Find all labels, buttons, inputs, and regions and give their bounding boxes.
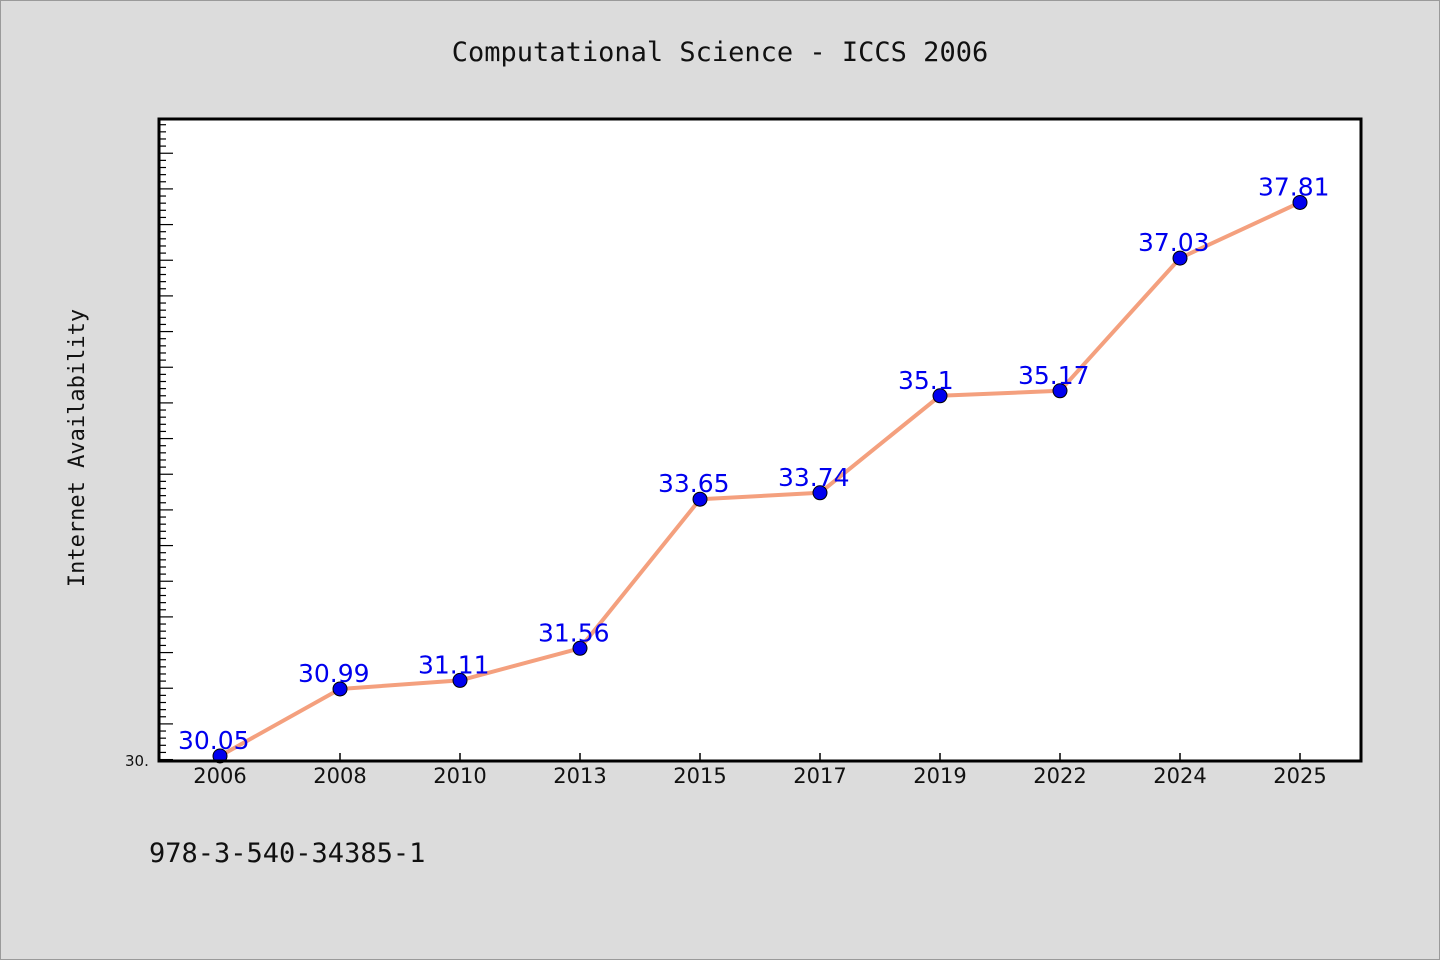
plot-border xyxy=(157,117,1363,763)
data-label: 30.05 xyxy=(178,726,250,755)
data-point xyxy=(452,672,468,688)
x-tick-label: 2010 xyxy=(433,764,486,788)
data-label: 30.99 xyxy=(298,659,370,688)
chart-title: Computational Science - ICCS 2006 xyxy=(452,37,988,68)
x-tick-label: 2017 xyxy=(793,764,846,788)
data-label: 37.03 xyxy=(1138,228,1210,257)
x-tick-label: 2022 xyxy=(1033,764,1086,788)
data-point xyxy=(1292,194,1308,210)
plot-area xyxy=(159,119,1361,761)
data-points xyxy=(212,194,1308,764)
isbn-footer: 978-3-540-34385-1 xyxy=(149,838,425,869)
x-tick-label: 2024 xyxy=(1153,764,1206,788)
data-label: 33.74 xyxy=(778,463,850,492)
data-point xyxy=(692,491,708,507)
data-point xyxy=(332,681,348,697)
data-labels: 30.05 30.99 31.11 31.56 33.65 33.74 35.1 35.17 3… xyxy=(178,172,1330,755)
y-axis-label: Internet Availability xyxy=(65,309,90,587)
data-label: 33.65 xyxy=(658,469,730,498)
x-tick-label: 2006 xyxy=(193,764,246,788)
x-tick-label: 2019 xyxy=(913,764,966,788)
data-point xyxy=(572,640,588,656)
data-label: 37.81 xyxy=(1258,172,1330,201)
series-line xyxy=(219,200,1301,758)
data-point xyxy=(812,485,828,501)
data-point xyxy=(932,388,948,404)
data-label: 31.56 xyxy=(538,618,610,647)
y-axis-min-label: 30. xyxy=(125,752,149,770)
x-tick-label: 2008 xyxy=(313,764,366,788)
data-label: 31.11 xyxy=(418,650,490,679)
data-point xyxy=(1052,383,1068,399)
x-tick-label: 2015 xyxy=(673,764,726,788)
x-axis-tick-labels: 2006 2008 2010 2013 2015 2017 2019 2022 2024 2025 xyxy=(193,764,1326,788)
data-point xyxy=(1172,250,1188,266)
data-label: 35.17 xyxy=(1018,361,1090,390)
data-label: 35.1 xyxy=(898,366,954,395)
x-tick-label: 2025 xyxy=(1273,764,1326,788)
x-tick-label: 2013 xyxy=(553,764,606,788)
